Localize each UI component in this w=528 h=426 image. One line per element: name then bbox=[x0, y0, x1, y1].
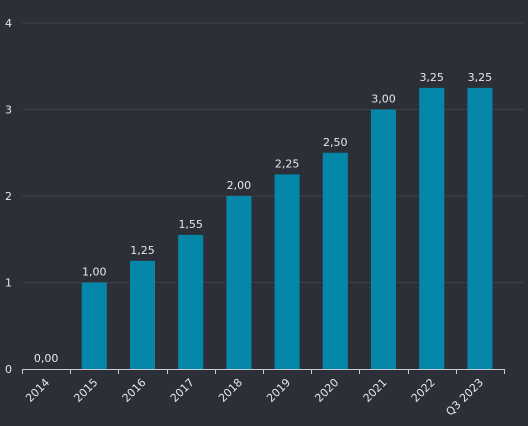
x-tick-label: 2016 bbox=[120, 376, 149, 405]
data-label: 1,25 bbox=[130, 244, 155, 257]
bar bbox=[81, 282, 107, 369]
data-labels: 0,00 1,00 1,25 1,55 2,00 2,25 2,50 3,00 3,25 3,25 bbox=[34, 71, 492, 365]
bar bbox=[129, 260, 156, 369]
y-tick-label: 0 bbox=[5, 363, 12, 376]
y-tick-label: 2 bbox=[5, 190, 12, 203]
x-tick-label: 2020 bbox=[312, 376, 341, 405]
x-tick-label: 2015 bbox=[71, 376, 100, 405]
data-label: 2,25 bbox=[275, 157, 300, 170]
bar bbox=[178, 234, 204, 369]
data-label: 3,25 bbox=[419, 71, 444, 84]
data-label: 2,50 bbox=[323, 136, 348, 149]
y-tick-label: 4 bbox=[5, 17, 12, 30]
x-tick-label: 2021 bbox=[361, 376, 390, 405]
bar bbox=[274, 174, 300, 369]
data-label: 2,00 bbox=[227, 179, 252, 192]
bars bbox=[81, 87, 493, 369]
bar bbox=[467, 87, 493, 369]
y-tick-label: 3 bbox=[5, 104, 12, 117]
x-tick-label: 2017 bbox=[168, 376, 197, 405]
bar bbox=[322, 152, 348, 369]
x-tick-label: 2019 bbox=[264, 376, 293, 405]
data-label: 3,25 bbox=[468, 71, 493, 84]
bar bbox=[370, 109, 397, 369]
bar bbox=[419, 87, 445, 369]
y-tick-label: 1 bbox=[5, 277, 12, 290]
data-label: 3,00 bbox=[371, 93, 396, 106]
x-tick-label: 2014 bbox=[23, 376, 52, 405]
x-tick-label: 2022 bbox=[409, 376, 438, 405]
data-label: 1,00 bbox=[82, 266, 107, 279]
x-tick-label: Q3 2023 bbox=[443, 376, 486, 419]
data-label: 0,00 bbox=[34, 352, 59, 365]
bar bbox=[226, 196, 252, 369]
x-tick-label: 2018 bbox=[216, 376, 245, 405]
x-axis: 2014 2015 2016 2017 2018 2019 2020 2021 2022 Q3 2… bbox=[22, 369, 505, 418]
grid-lines bbox=[22, 22, 524, 283]
y-axis-tick-labels: 0 1 2 3 4 bbox=[5, 17, 12, 376]
data-label: 1,55 bbox=[178, 218, 203, 231]
